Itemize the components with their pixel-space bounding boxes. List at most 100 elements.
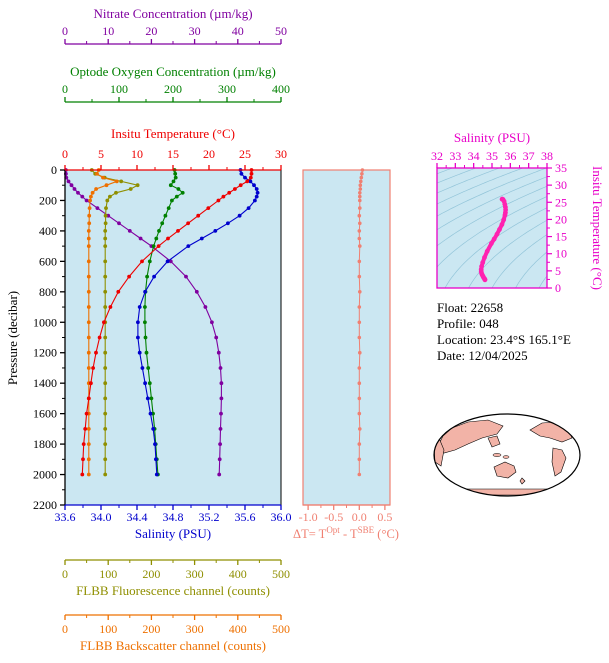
salinity-tick-label: 34.0 [91,510,112,524]
temperature-marker [238,183,243,188]
nitrate-marker [184,274,188,279]
nitrate-marker [217,457,222,462]
temperature-marker [140,259,144,264]
salinity-tick-label: 34.8 [163,510,184,524]
map-outline [433,413,581,497]
backscatter-marker [114,179,119,184]
oxygen-marker [145,274,150,279]
pressure-tick-label: 2000 [33,468,57,482]
nitrate-marker [72,187,77,191]
temperature-marker [94,350,98,355]
delta-t-label-part: (°C) [374,527,399,542]
temperature-marker [86,396,91,401]
temperature-tick-label: 10 [131,147,143,161]
fluorescence-marker [103,411,108,416]
delta-t-marker [358,427,362,431]
pressure-tick-label: 1200 [33,346,57,360]
oxygen-tick-label: 400 [272,82,290,96]
backscatter-marker [86,350,91,355]
salinity-marker [153,442,157,446]
oxygen-marker [170,198,174,203]
salinity-axis: 33.6 34.0 34.4 34.8 35.2 35.6 36.0 [55,504,292,524]
salinity-axis-title: Salinity (PSU) [134,526,212,541]
nitrate-marker [218,366,223,370]
fluorescence-marker [103,335,108,340]
nitrate-marker [117,221,121,226]
temperature-marker [83,427,88,431]
fluorescence-tick-label: 0 [62,567,68,581]
backscatter-axis: 0 100 200 300 400 500 [62,614,290,636]
oxygen-marker [160,221,165,226]
temperature-marker [216,198,221,203]
fluorescence-marker [119,179,124,184]
ts-temperature-tick-label: 5 [555,264,561,278]
map-landmass [487,435,501,448]
salinity-marker [252,183,256,188]
salinity-marker [186,244,191,249]
ts-panel-area [437,168,547,288]
nitrate-marker [210,320,214,325]
salinity-tick-label: 35.2 [199,510,220,524]
oxygen-marker [144,350,149,355]
backscatter-tick-label: 100 [99,622,117,636]
nitrate-marker [168,259,173,264]
pressure-tick-label: 200 [39,193,57,207]
temperature-tick-label: 0 [62,147,68,161]
backscatter-marker [86,244,91,249]
delta-t-marker [357,229,362,233]
backscatter-marker [86,229,91,233]
salinity-tick-label: 35.6 [235,510,256,524]
temperature-marker [116,289,121,294]
temperature-marker [108,305,113,309]
temperature-marker [91,366,95,370]
ts-temperature-tick-label: 15 [555,230,567,244]
pressure-axis: 0 200 400 600 800 1000 1200 1400 1600 1800 2000 220… [33,163,65,512]
date-line: Date: 12/04/2025 [437,348,528,363]
ts-salinity-tick-label: 38 [541,149,553,163]
density-contour [491,234,547,288]
salinity-marker [151,427,156,431]
fluorescence-marker [103,427,108,431]
backscatter-marker [95,171,99,176]
density-contour [437,168,547,217]
ts-profile-marker [482,255,487,260]
density-contour [437,176,547,231]
nitrate-marker [106,213,111,218]
nitrate-marker [219,396,224,401]
temperature-tick-label: 5 [98,147,104,161]
temperature-tick-label: 30 [275,147,287,161]
map-landmass [502,455,510,459]
temperature-marker [97,335,102,340]
salinity-marker [199,236,204,241]
nitrate-marker [217,472,222,477]
ts-temperature-axis: 0 5 10 15 20 25 30 35 [547,161,567,295]
nitrate-marker [214,335,219,340]
oxygen-marker [176,187,181,191]
oxygen-tick-label: 200 [164,82,182,96]
map-landmass [493,461,517,479]
nitrate-marker [194,289,199,294]
nitrate-marker [218,442,223,446]
fluorescence-marker [128,187,133,191]
nitrate-marker [80,194,85,199]
fluorescence-marker [103,442,108,446]
backscatter-marker [86,259,91,264]
temperature-marker [233,187,237,191]
salinity-marker [243,175,247,180]
oxygen-marker [163,213,168,218]
ts-temperature-tick-label: 25 [555,195,567,209]
fluorescence-marker [103,457,108,462]
nitrate-marker [203,305,208,309]
salinity-marker [154,472,159,477]
delta-t-marker [357,442,362,446]
delta-t-marker [357,472,362,477]
ts-temperature-tick-label: 10 [555,247,567,261]
oxygen-marker [149,396,154,401]
backscatter-marker [87,213,92,218]
oxygen-marker [143,320,147,325]
temperature-marker [156,244,161,249]
nitrate-marker [216,350,221,355]
fluorescence-marker [108,194,112,199]
pressure-tick-label: 2200 [33,498,57,512]
ts-profile-marker [497,227,502,232]
